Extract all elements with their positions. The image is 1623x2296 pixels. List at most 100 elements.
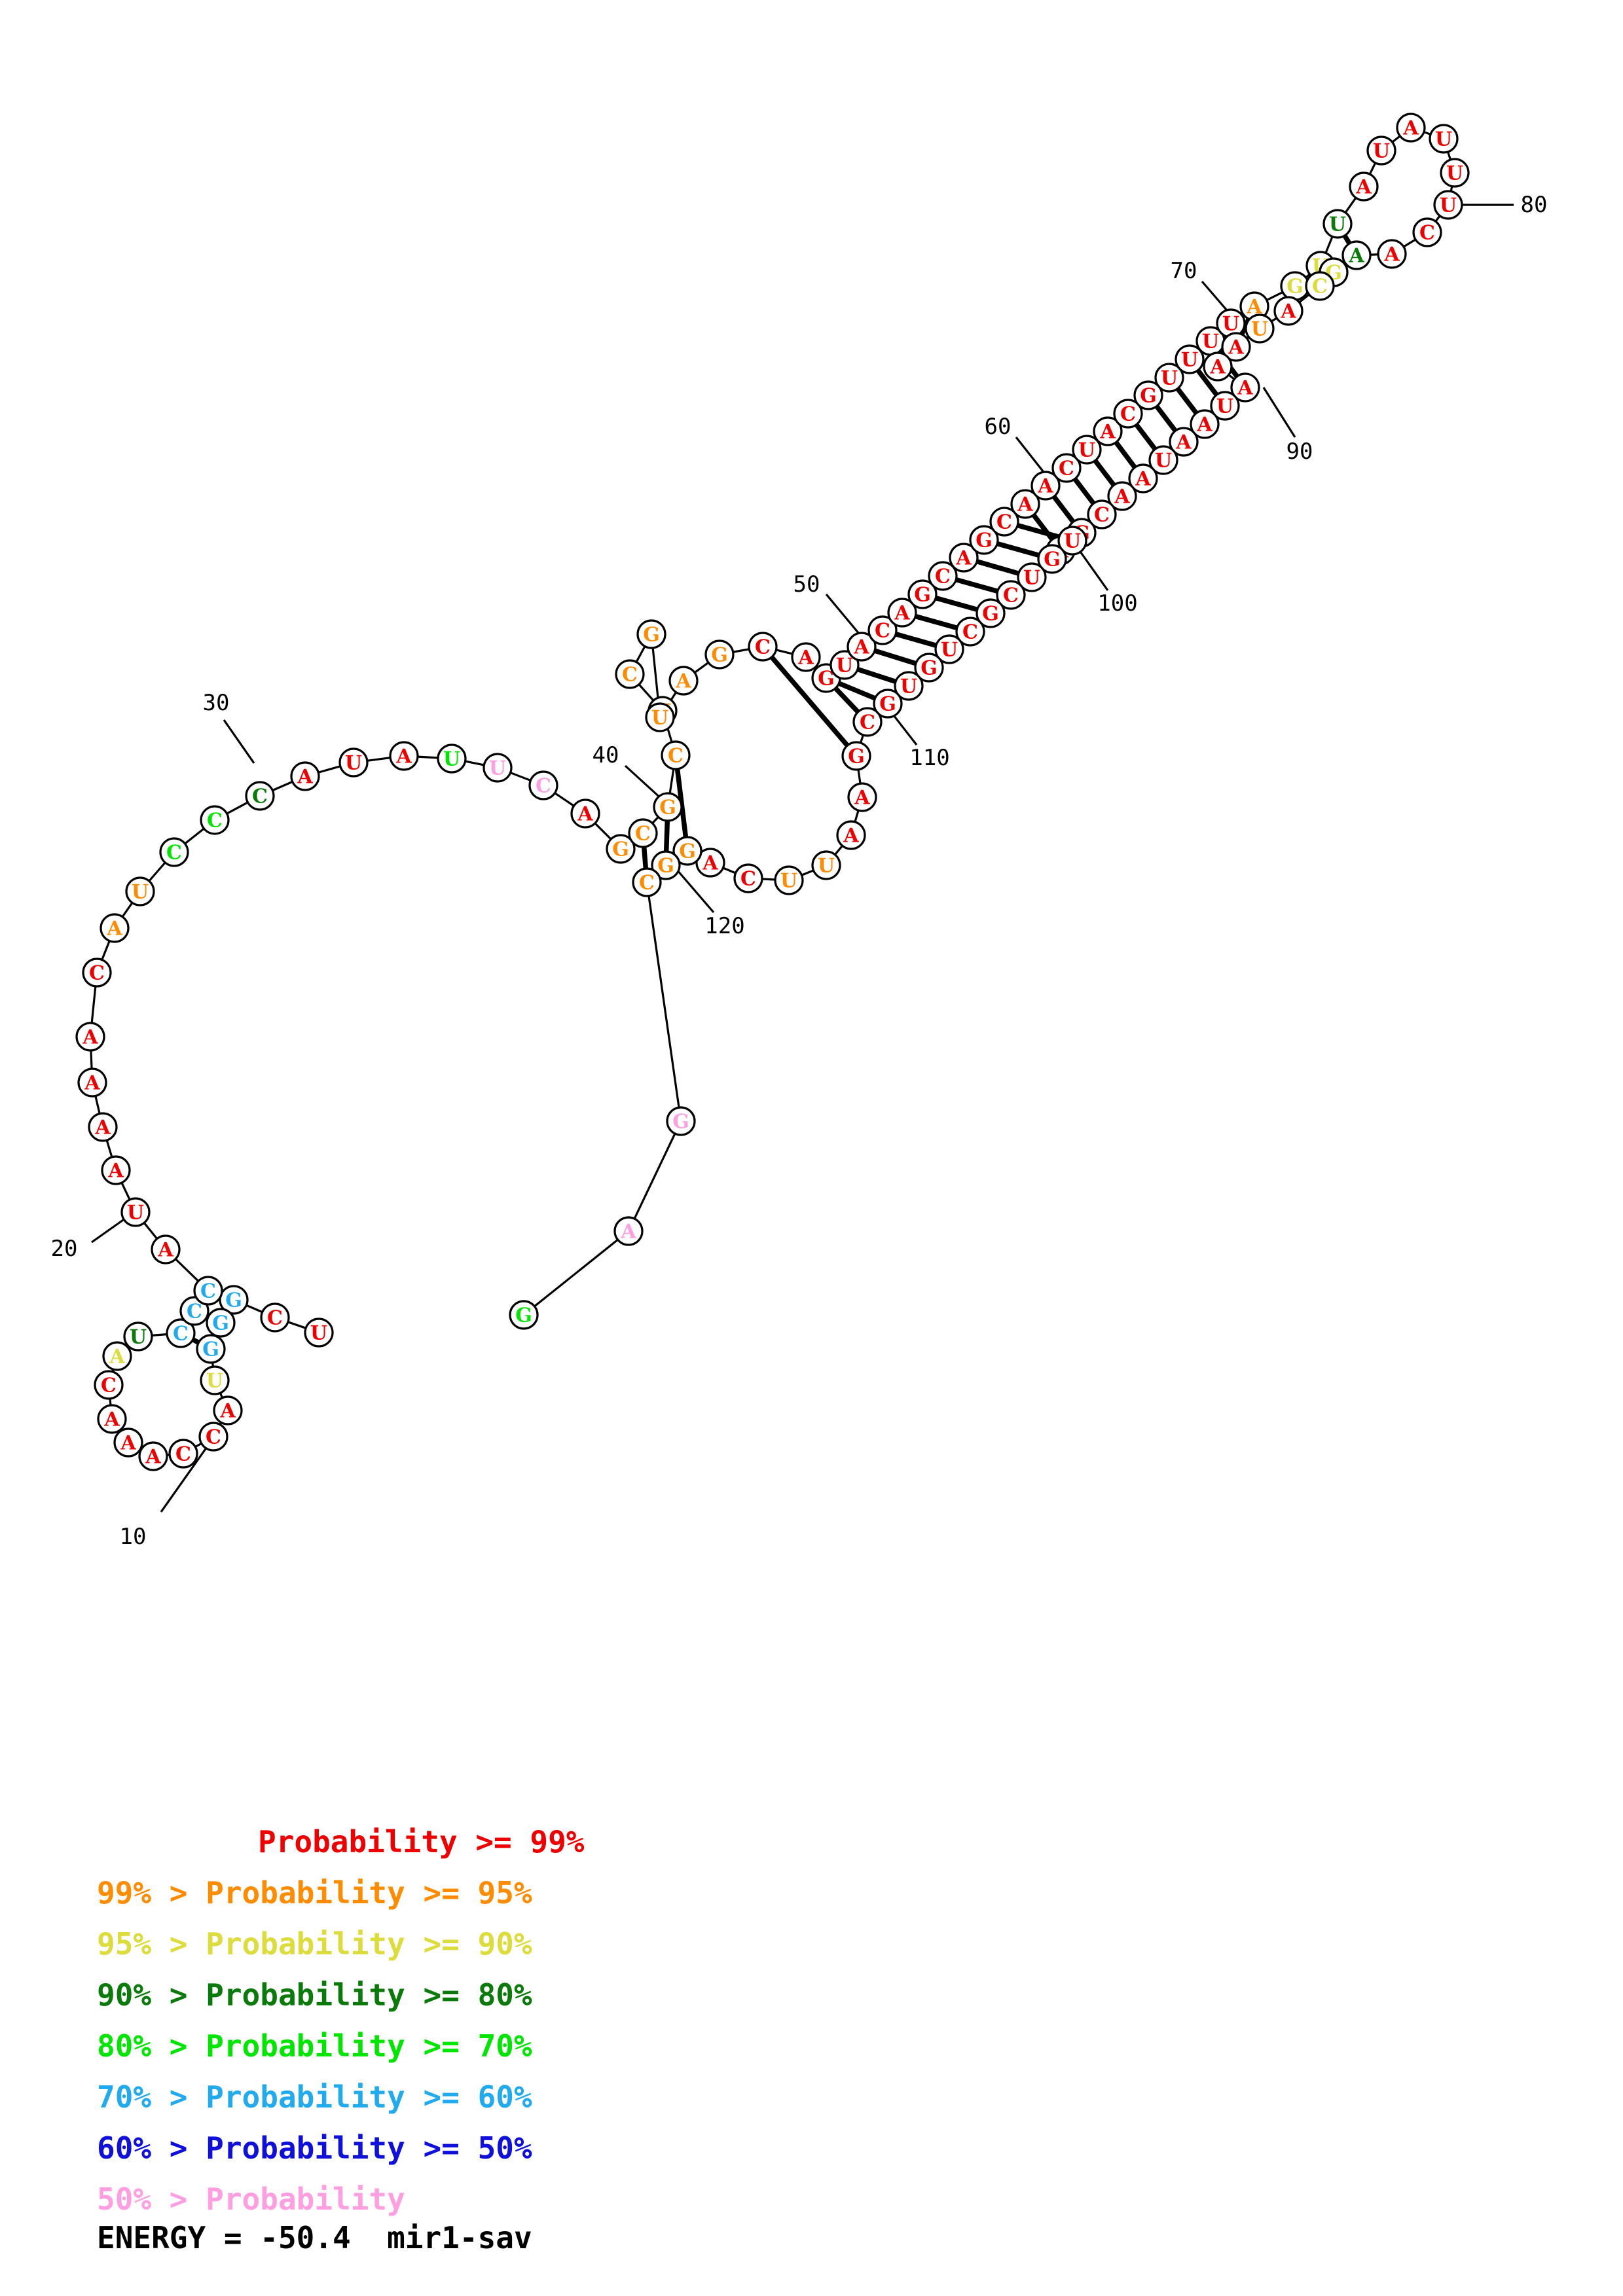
nucleotide-115[interactable]: U xyxy=(774,865,804,895)
nucleotide-74[interactable]: U xyxy=(1322,209,1353,239)
nucleotide-75[interactable]: A xyxy=(1349,171,1379,202)
nucleotide-48[interactable]: C xyxy=(748,632,778,662)
nucleotide-65[interactable]: C xyxy=(1113,399,1143,429)
nucleotide-29[interactable]: C xyxy=(200,805,230,835)
nucleotide-70[interactable]: U xyxy=(1216,308,1246,338)
nucleotide-94[interactable]: U xyxy=(1148,445,1178,475)
nucleotide-81[interactable]: C xyxy=(1412,217,1442,247)
nucleotide-49[interactable]: A xyxy=(791,642,821,672)
nucleotide-20[interactable]: U xyxy=(120,1197,151,1227)
nucleotide-52[interactable]: A xyxy=(847,632,877,662)
nucleotide-63[interactable]: U xyxy=(1072,435,1102,465)
nucleotide-121[interactable]: G xyxy=(666,1106,696,1136)
nucleotide-54[interactable]: A xyxy=(887,598,917,628)
nucleotide-17[interactable]: C xyxy=(179,1296,210,1326)
nucleotide-16[interactable]: C xyxy=(166,1318,196,1348)
nucleotide-45[interactable]: U xyxy=(645,702,675,732)
nucleotide-97[interactable]: C xyxy=(1087,499,1117,529)
nucleotide-60[interactable]: A xyxy=(1010,489,1040,519)
nucleotide-18[interactable]: C xyxy=(193,1276,223,1306)
nucleotide-6[interactable]: U xyxy=(200,1365,230,1395)
nucleotide-19[interactable]: A xyxy=(151,1234,181,1265)
nucleotide-101[interactable]: G xyxy=(1037,544,1067,574)
nucleotide-32[interactable]: U xyxy=(338,747,369,778)
nucleotide-62[interactable]: C xyxy=(1051,453,1082,483)
nucleotide-46[interactable]: A xyxy=(668,666,699,696)
nucleotide-1[interactable]: U xyxy=(304,1318,334,1348)
nucleotide-41[interactable]: C xyxy=(661,740,691,770)
nucleotide-27[interactable]: U xyxy=(125,876,155,906)
nucleotide-26[interactable]: A xyxy=(100,913,130,943)
nucleotide-108[interactable]: U xyxy=(894,671,924,701)
nucleotide-38[interactable]: G xyxy=(606,834,636,864)
nucleotide-43[interactable]: C xyxy=(615,659,645,689)
nucleotide-8[interactable]: C xyxy=(198,1422,228,1452)
nucleotide-61[interactable]: A xyxy=(1030,471,1061,501)
nucleotide-58[interactable]: G xyxy=(969,525,999,555)
nucleotide-113[interactable]: A xyxy=(836,820,866,850)
nucleotide-33[interactable]: A xyxy=(389,741,419,771)
nucleotide-39[interactable]: C xyxy=(628,818,658,848)
nucleotide-57[interactable]: A xyxy=(949,543,979,573)
nucleotide-104[interactable]: G xyxy=(976,598,1006,628)
nucleotide-35[interactable]: U xyxy=(483,753,513,783)
nucleotide-122[interactable]: A xyxy=(613,1216,644,1246)
nucleotide-15[interactable]: U xyxy=(123,1321,153,1352)
nucleotide-88[interactable]: A xyxy=(1221,332,1251,362)
nucleotide-86[interactable]: A xyxy=(1273,296,1304,326)
nucleotide-117[interactable]: A xyxy=(695,848,725,878)
nucleotide-76[interactable]: U xyxy=(1366,135,1396,166)
nucleotide-64[interactable]: A xyxy=(1093,416,1123,446)
nucleotide-123[interactable]: G xyxy=(509,1300,539,1330)
nucleotide-102[interactable]: U xyxy=(1017,562,1047,592)
nucleotide-114[interactable]: U xyxy=(811,850,841,880)
nucleotide-24[interactable]: A xyxy=(75,1022,105,1052)
nucleotide-96[interactable]: A xyxy=(1107,481,1137,511)
nucleotide-72[interactable]: G xyxy=(1280,271,1310,301)
nucleotide-10[interactable]: A xyxy=(138,1441,168,1471)
nucleotide-103[interactable]: C xyxy=(996,580,1026,610)
nucleotide-87[interactable]: U xyxy=(1245,314,1275,344)
nucleotide-110[interactable]: C xyxy=(852,707,883,737)
nucleotide-9[interactable]: C xyxy=(168,1439,198,1469)
nucleotide-82[interactable]: A xyxy=(1377,239,1407,269)
nucleotide-7[interactable]: A xyxy=(213,1395,243,1426)
nucleotide-116[interactable]: C xyxy=(733,863,763,893)
nucleotide-12[interactable]: A xyxy=(97,1404,127,1434)
nucleotide-67[interactable]: U xyxy=(1154,363,1184,393)
nucleotide-79[interactable]: U xyxy=(1440,158,1470,188)
nucleotide-68[interactable]: U xyxy=(1175,344,1205,374)
nucleotide-28[interactable]: C xyxy=(159,837,189,867)
nucleotide-44[interactable]: G xyxy=(636,619,666,649)
nucleotide-47[interactable]: G xyxy=(704,639,735,670)
nucleotide-4[interactable]: G xyxy=(206,1308,236,1338)
nucleotide-83[interactable]: A xyxy=(1341,240,1372,270)
nucleotide-14[interactable]: A xyxy=(102,1341,132,1371)
nucleotide-93[interactable]: A xyxy=(1169,427,1199,457)
nucleotide-85[interactable]: C xyxy=(1305,271,1335,301)
nucleotide-106[interactable]: U xyxy=(934,634,964,664)
nucleotide-107[interactable]: G xyxy=(914,653,944,683)
nucleotide-22[interactable]: A xyxy=(88,1112,118,1142)
nucleotide-59[interactable]: C xyxy=(989,507,1019,537)
nucleotide-90[interactable]: A xyxy=(1230,372,1260,403)
nucleotide-89[interactable]: A xyxy=(1203,351,1233,382)
nucleotide-118[interactable]: G xyxy=(672,836,702,866)
nucleotide-40[interactable]: G xyxy=(653,792,683,822)
nucleotide-92[interactable]: A xyxy=(1190,409,1220,439)
nucleotide-77[interactable]: A xyxy=(1396,113,1426,143)
nucleotide-37[interactable]: A xyxy=(570,798,600,829)
nucleotide-111[interactable]: G xyxy=(841,741,871,771)
nucleotide-5[interactable]: G xyxy=(196,1334,226,1364)
nucleotide-21[interactable]: A xyxy=(101,1155,131,1185)
nucleotide-109[interactable]: G xyxy=(873,689,903,719)
nucleotide-120[interactable]: C xyxy=(632,867,662,897)
nucleotide-2[interactable]: C xyxy=(260,1302,290,1333)
nucleotide-23[interactable]: A xyxy=(77,1067,107,1098)
nucleotide-91[interactable]: U xyxy=(1210,391,1240,421)
nucleotide-30[interactable]: C xyxy=(245,781,275,811)
nucleotide-55[interactable]: G xyxy=(907,579,938,609)
nucleotide-51[interactable]: U xyxy=(830,650,860,680)
nucleotide-95[interactable]: A xyxy=(1128,463,1158,493)
nucleotide-56[interactable]: C xyxy=(928,561,958,591)
